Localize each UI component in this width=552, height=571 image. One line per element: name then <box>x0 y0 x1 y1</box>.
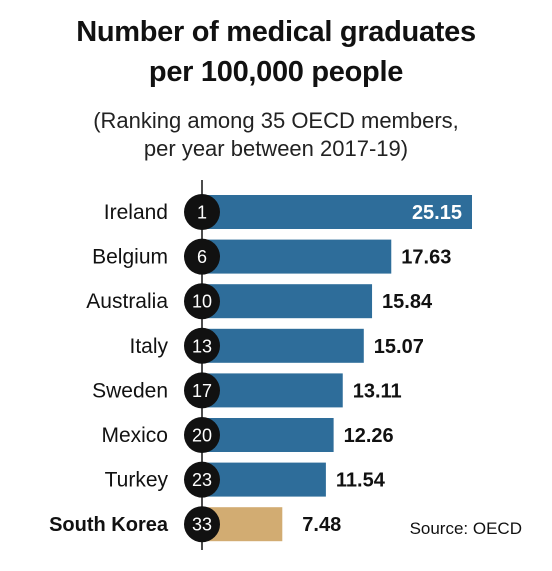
chart-subtitle-line2: per year between 2017-19) <box>143 136 409 161</box>
chart-title-line1: Number of medical graduates <box>76 16 476 48</box>
rank-number: 13 <box>192 336 212 356</box>
rank-number: 23 <box>192 470 212 490</box>
rank-badge <box>184 461 220 498</box>
rank-number: 17 <box>192 381 212 401</box>
chart-subtitle-line1: (Ranking among 35 OECD members, <box>93 108 459 133</box>
rank-badge <box>184 327 220 364</box>
category-label: South Korea <box>49 514 169 536</box>
bar-ireland <box>202 195 472 229</box>
value-label: 11.54 <box>336 470 386 492</box>
rank-number: 33 <box>192 515 212 535</box>
rank-badge <box>184 283 220 320</box>
bar-sweden <box>202 373 343 408</box>
bar-belgium <box>202 239 392 274</box>
rank-badge <box>184 194 220 230</box>
rank-badge <box>184 238 220 275</box>
rank-number: 10 <box>192 292 212 312</box>
bar-mexico <box>202 418 334 452</box>
value-label: 15.07 <box>374 336 424 358</box>
category-label: Australia <box>86 290 168 313</box>
rank-badge <box>184 506 220 543</box>
bar-turkey <box>202 462 326 497</box>
rank-badge <box>184 417 220 453</box>
category-label: Mexico <box>101 424 168 447</box>
value-label: 7.48 <box>302 514 341 536</box>
bar-chart: Ireland 25.15 Belgium 17.63 Australia 15.84 It… <box>49 180 472 550</box>
chart-title-line2: per 100,000 people <box>148 56 404 88</box>
category-label: Turkey <box>105 469 169 492</box>
rank-number: 1 <box>197 203 207 223</box>
value-label: 25.15 <box>412 202 462 224</box>
category-label: Ireland <box>104 201 168 224</box>
rank-badge <box>184 372 220 409</box>
category-label: Italy <box>129 335 168 358</box>
bar-italy <box>202 328 364 363</box>
value-label: 13.11 <box>353 380 402 402</box>
source-note: Source: OECD <box>409 519 522 538</box>
value-label: 17.63 <box>401 247 451 269</box>
category-label: Sweden <box>92 379 168 402</box>
category-label: Belgium <box>92 246 168 269</box>
rank-number: 6 <box>197 247 207 267</box>
rank-number: 20 <box>192 426 212 446</box>
bar-australia <box>202 284 373 319</box>
value-label: 15.84 <box>382 291 433 313</box>
value-label: 12.26 <box>344 425 394 447</box>
